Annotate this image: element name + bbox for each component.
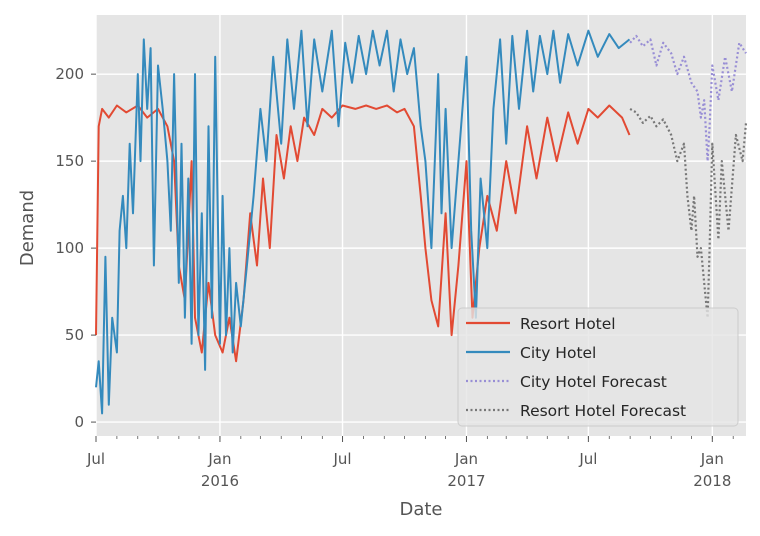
x-axis-label: Date xyxy=(399,499,442,520)
y-axis-label: Demand xyxy=(17,190,38,266)
x-axis: Jul Jan 2016 Jul Jan 2017 Jul Jan 2018 xyxy=(86,436,734,490)
y-tick-label: 150 xyxy=(55,152,84,170)
y-tick-label: 200 xyxy=(55,65,84,83)
x-tick-year-label: 2017 xyxy=(447,472,485,490)
x-tick-label: Jan xyxy=(454,450,478,468)
x-tick-label: Jul xyxy=(332,450,351,468)
y-tick-label: 100 xyxy=(55,239,84,257)
legend-label: City Hotel Forecast xyxy=(520,373,667,391)
legend: Resort Hotel City Hotel City Hotel Forecas… xyxy=(457,307,739,427)
x-tick-label: Jan xyxy=(700,450,724,468)
legend-box xyxy=(457,307,739,427)
y-axis: 0 50 100 150 200 xyxy=(55,65,96,431)
x-tick-label: Jul xyxy=(578,450,597,468)
x-tick-year-label: 2016 xyxy=(201,472,239,490)
y-tick-label: 50 xyxy=(65,326,84,344)
x-tick-label: Jan xyxy=(207,450,231,468)
legend-label: Resort Hotel xyxy=(520,315,616,333)
legend-label: Resort Hotel Forecast xyxy=(520,402,686,420)
series-layer xyxy=(95,29,748,415)
series-line-city-hotel xyxy=(95,29,631,415)
x-tick-year-label: 2018 xyxy=(693,472,731,490)
legend-label: City Hotel xyxy=(520,344,596,362)
series-line-resort-hotel-forecast xyxy=(629,107,748,319)
y-tick-label: 0 xyxy=(74,413,84,431)
series-line-city-hotel-forecast xyxy=(629,34,747,163)
x-tick-label: Jul xyxy=(86,450,105,468)
